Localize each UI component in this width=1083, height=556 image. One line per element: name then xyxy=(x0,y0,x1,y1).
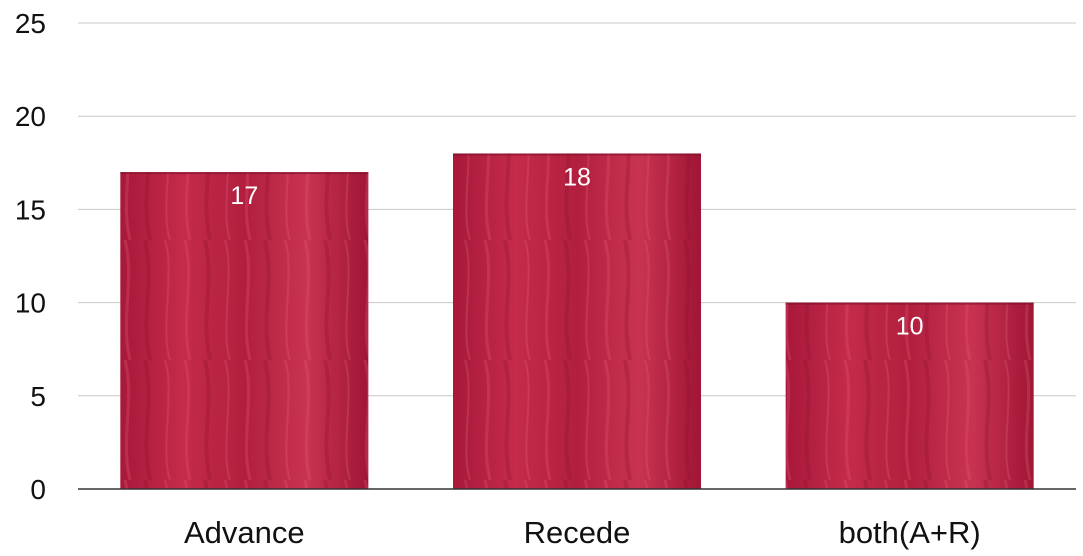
y-axis-tick-labels: 0 5 10 15 20 25 xyxy=(15,8,46,505)
bars xyxy=(120,153,1034,490)
x-category-label: Recede xyxy=(524,515,631,550)
bar-texture xyxy=(453,153,701,490)
y-tick-label: 20 xyxy=(15,101,46,132)
bar-texture xyxy=(120,172,369,489)
x-category-label: both(A+R) xyxy=(839,515,981,550)
x-category-label: Advance xyxy=(184,515,305,550)
y-tick-label: 0 xyxy=(30,474,46,505)
data-label: 10 xyxy=(896,313,924,341)
y-tick-label: 25 xyxy=(15,8,46,39)
bar-top-edge xyxy=(453,153,701,156)
bar-top-edge xyxy=(120,172,369,175)
data-labels: 17 18 10 xyxy=(230,163,923,340)
y-tick-label: 10 xyxy=(15,288,46,319)
bar-texture xyxy=(785,302,1034,489)
x-axis-category-labels: Advance Recede both(A+R) xyxy=(184,515,981,550)
data-label: 18 xyxy=(563,163,591,191)
y-tick-label: 15 xyxy=(15,194,46,225)
y-tick-label: 5 xyxy=(30,381,46,412)
data-label: 17 xyxy=(230,182,258,210)
bar-top-edge xyxy=(785,302,1034,305)
